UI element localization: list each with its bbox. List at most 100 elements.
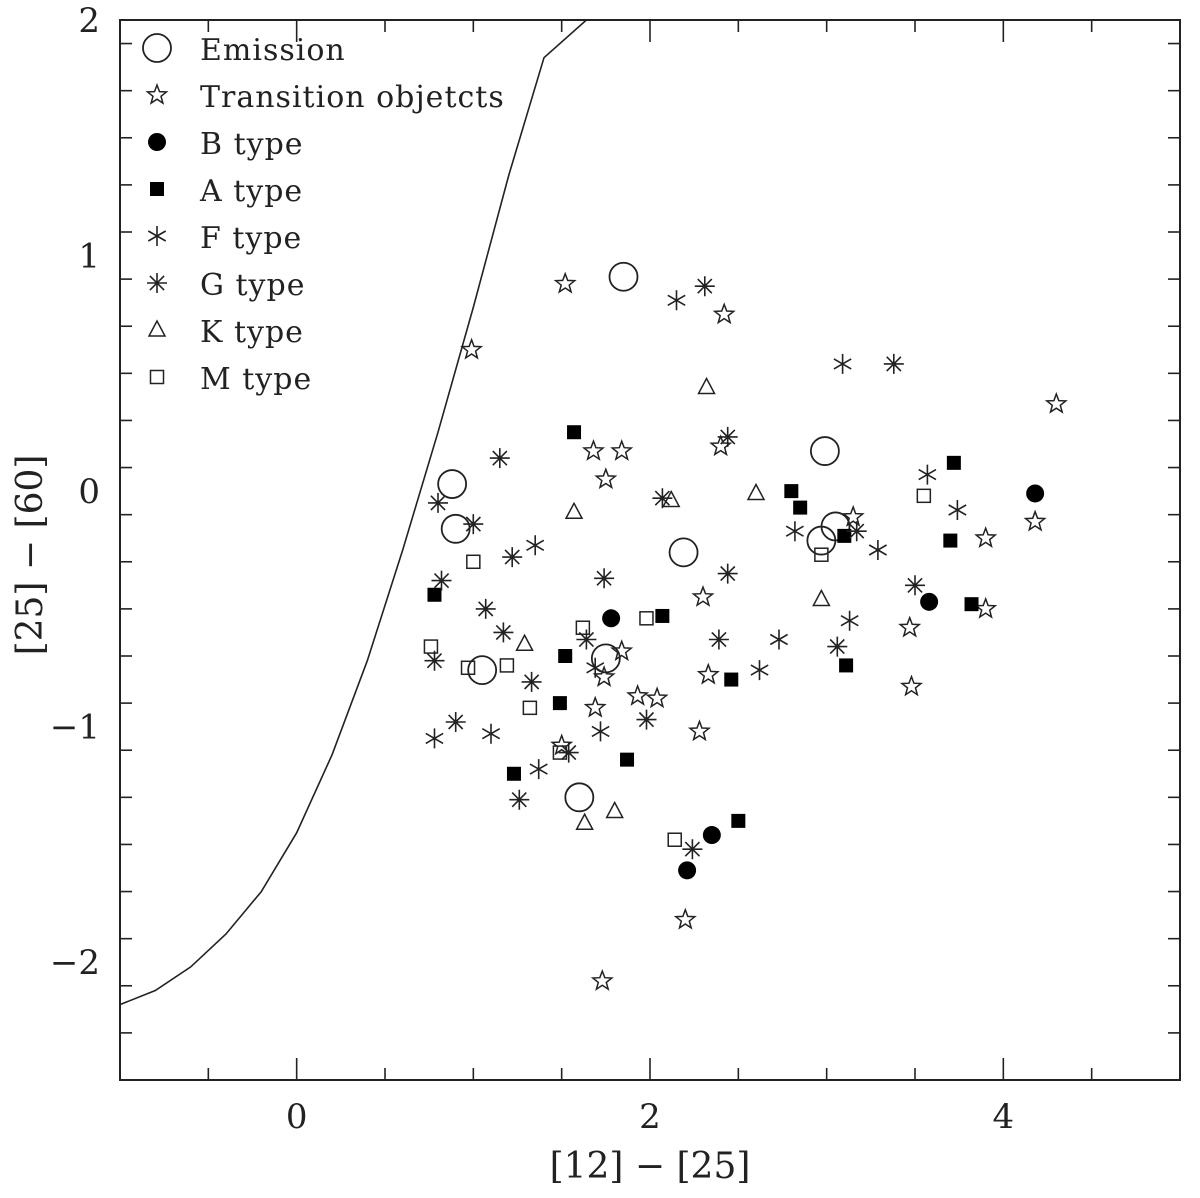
point-emission [668, 537, 699, 568]
point-k-type [575, 812, 594, 830]
point-g-type [682, 839, 703, 860]
point-a-type [793, 500, 808, 515]
legend-marker-f-type [147, 226, 167, 246]
point-m-type [639, 611, 654, 626]
point-b-type [920, 592, 939, 611]
point-transition-objetcts [626, 683, 650, 706]
point-g-type [463, 514, 484, 535]
point-f-type [529, 759, 548, 780]
point-k-type [564, 501, 584, 520]
point-g-type [694, 276, 715, 297]
point-transition-objetcts [550, 733, 574, 756]
point-emission [437, 469, 468, 499]
y-tick-label: 0 [78, 472, 100, 512]
point-emission [608, 261, 639, 292]
point-m-type [575, 620, 591, 635]
point-emission [467, 655, 498, 686]
axis-ticks-layer: 0 2 4 −2 −1 0 1 2 [50, 1, 1181, 1137]
legend: Emission Transition objetcts B type A type F… [142, 33, 505, 397]
legend-marker-g-type [147, 273, 167, 293]
series-emission [437, 261, 851, 813]
point-g-type [846, 521, 867, 542]
point-b-type [702, 826, 721, 845]
boundary-curve [120, 20, 587, 1006]
legend-label-emission: Emission [200, 33, 346, 68]
point-k-type [812, 588, 831, 607]
point-g-type [576, 629, 597, 650]
series-g-type [424, 276, 925, 860]
point-transition-objetcts [841, 504, 865, 527]
point-a-type [943, 533, 958, 548]
point-m-type [522, 700, 538, 716]
point-transition-objetcts [974, 596, 998, 619]
point-transition-objetcts [594, 467, 618, 490]
legend-marker-a-type [150, 182, 164, 196]
point-a-type [731, 813, 746, 828]
point-transition-objetcts [460, 337, 484, 360]
point-a-type [839, 658, 854, 673]
legend-label-f-type: F type [200, 221, 302, 256]
point-g-type [708, 629, 729, 650]
point-transition-objetcts [583, 695, 607, 718]
series-k-type [515, 376, 831, 830]
point-f-type [769, 629, 789, 650]
point-f-type [425, 728, 444, 749]
point-a-type [558, 649, 573, 663]
legend-label-g-type: G type [200, 268, 305, 303]
legend-label-a-type: A type [199, 174, 303, 209]
point-f-type [591, 721, 610, 742]
legend-marker-transition-objetcts [145, 82, 169, 105]
legend-marker-k-type [147, 319, 167, 337]
legend-label-b-type: B type [200, 127, 304, 162]
point-m-type [667, 832, 682, 847]
point-transition-objetcts [691, 584, 715, 607]
point-transition-objetcts [592, 665, 616, 688]
point-a-type [552, 696, 567, 711]
point-transition-objetcts [712, 302, 736, 325]
point-emission [440, 513, 471, 544]
data-points-layer [423, 261, 1068, 991]
point-a-type [506, 766, 521, 781]
point-m-type [916, 488, 932, 504]
point-k-type [661, 489, 681, 508]
point-transition-objetcts [687, 719, 712, 742]
point-transition-objetcts [673, 907, 697, 930]
point-f-type [750, 660, 769, 681]
point-a-type [567, 425, 582, 440]
point-k-type [697, 376, 716, 395]
x-tick-label: 2 [639, 1097, 661, 1137]
point-f-type [840, 610, 859, 631]
y-tick-label: −2 [50, 943, 100, 983]
point-g-type [428, 492, 448, 513]
series-a-type [427, 425, 979, 828]
point-g-type [905, 575, 925, 596]
point-b-type [1026, 484, 1045, 503]
point-a-type [946, 455, 961, 470]
point-m-type [466, 554, 481, 570]
series-f-type [425, 290, 967, 780]
point-m-type [423, 639, 439, 654]
y-axis-title: [25] − [60] [10, 455, 51, 656]
point-g-type [652, 488, 673, 509]
point-f-type [586, 657, 605, 678]
legend-label-transition-objetcts: Transition objetcts [200, 80, 505, 115]
point-g-type [424, 650, 445, 671]
series-transition-objetcts [460, 271, 1068, 991]
point-a-type [837, 528, 852, 543]
point-g-type [445, 712, 466, 732]
point-k-type [746, 482, 766, 501]
x-axis-title: [12] − [25] [550, 1146, 751, 1187]
point-emission [810, 436, 840, 466]
point-transition-objetcts [581, 438, 606, 461]
point-g-type [594, 568, 615, 589]
point-g-type [493, 622, 514, 643]
legend-label-m-type: M type [200, 362, 312, 397]
y-tick-label: −1 [50, 708, 100, 748]
y-tick-label: 1 [78, 237, 100, 277]
point-k-type [515, 633, 534, 651]
point-transition-objetcts [1023, 509, 1047, 532]
point-g-type [521, 671, 542, 692]
point-a-type [784, 484, 799, 499]
point-emission [564, 782, 595, 813]
